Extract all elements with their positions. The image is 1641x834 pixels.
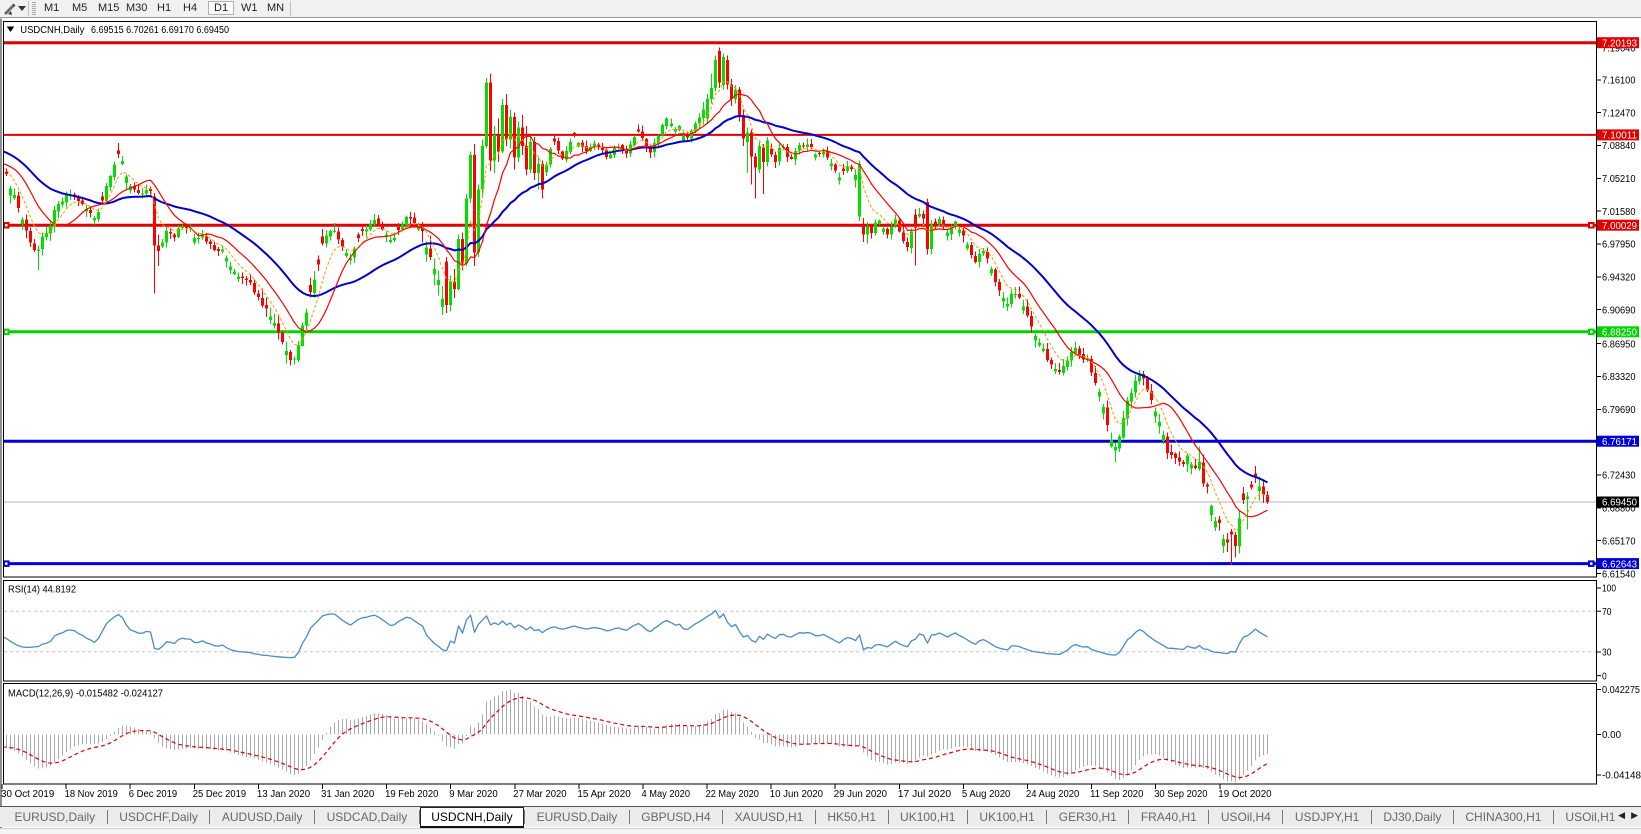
svg-text:6.72430: 6.72430 [1602, 471, 1636, 482]
svg-text:13 Jan 2020: 13 Jan 2020 [257, 789, 311, 800]
svg-text:19 Feb 2020: 19 Feb 2020 [385, 789, 439, 800]
svg-text:7.12470: 7.12470 [1602, 108, 1636, 119]
svg-text:7.01580: 7.01580 [1602, 207, 1636, 218]
svg-text:6.69450: 6.69450 [1602, 498, 1637, 509]
svg-text:6.68800: 6.68800 [1602, 504, 1636, 515]
svg-text:70: 70 [1602, 607, 1612, 618]
svg-text:7.05210: 7.05210 [1602, 174, 1636, 185]
svg-text:6.86950: 6.86950 [1602, 339, 1636, 350]
svg-text:18 Nov 2019: 18 Nov 2019 [65, 789, 119, 800]
svg-text:30 Oct 2019: 30 Oct 2019 [1, 789, 55, 800]
svg-text:22 May 2020: 22 May 2020 [706, 789, 760, 800]
svg-text:31 Jan 2020: 31 Jan 2020 [321, 789, 375, 800]
svg-text:4 May 2020: 4 May 2020 [642, 789, 691, 800]
svg-text:6.69515 6.70261 6.69170 6.6945: 6.69515 6.70261 6.69170 6.69450 [91, 25, 229, 36]
svg-text:100: 100 [1602, 584, 1616, 595]
svg-text:30: 30 [1602, 648, 1612, 659]
svg-text:10 Jun 2020: 10 Jun 2020 [770, 789, 824, 800]
svg-text:19 Oct 2020: 19 Oct 2020 [1218, 789, 1272, 800]
svg-text:7.00029: 7.00029 [1602, 221, 1637, 232]
svg-text:30 Sep 2020: 30 Sep 2020 [1154, 789, 1208, 800]
svg-text:25 Dec 2019: 25 Dec 2019 [193, 789, 247, 800]
svg-text:-0.04148: -0.04148 [1602, 771, 1641, 782]
svg-text:0.00: 0.00 [1602, 730, 1621, 741]
svg-text:15 Apr 2020: 15 Apr 2020 [577, 789, 631, 800]
svg-text:6.83320: 6.83320 [1602, 372, 1636, 383]
svg-text:6.94320: 6.94320 [1602, 273, 1636, 284]
svg-text:6.90690: 6.90690 [1602, 305, 1636, 316]
svg-text:6.62643: 6.62643 [1602, 559, 1637, 570]
svg-text:6 Dec 2019: 6 Dec 2019 [129, 789, 178, 800]
svg-text:27 Mar 2020: 27 Mar 2020 [513, 789, 567, 800]
svg-text:RSI(14) 44.8192: RSI(14) 44.8192 [8, 585, 76, 596]
svg-text:6.61540: 6.61540 [1602, 569, 1636, 580]
svg-text:7.20193: 7.20193 [1602, 38, 1637, 49]
svg-text:17 Jul 2020: 17 Jul 2020 [898, 789, 952, 800]
svg-text:7.19640: 7.19640 [1602, 43, 1636, 54]
svg-text:MACD(12,26,9) -0.015482 -0.024: MACD(12,26,9) -0.015482 -0.024127 [8, 689, 163, 700]
svg-text:USDCNH,Daily: USDCNH,Daily [20, 25, 84, 36]
svg-text:6.97950: 6.97950 [1602, 240, 1636, 251]
svg-text:29 Jun 2020: 29 Jun 2020 [834, 789, 888, 800]
svg-text:0: 0 [1602, 671, 1607, 682]
svg-text:9 Mar 2020: 9 Mar 2020 [449, 789, 498, 800]
svg-text:6.79690: 6.79690 [1602, 405, 1636, 416]
svg-text:7.16100: 7.16100 [1602, 76, 1636, 87]
svg-text:0.042275: 0.042275 [1602, 685, 1640, 696]
svg-text:11 Sep 2020: 11 Sep 2020 [1090, 789, 1144, 800]
svg-text:7.08840: 7.08840 [1602, 141, 1636, 152]
svg-text:5 Aug 2020: 5 Aug 2020 [962, 789, 1011, 800]
svg-text:6.88250: 6.88250 [1602, 328, 1637, 339]
svg-text:7.10011: 7.10011 [1602, 131, 1637, 142]
svg-text:6.65170: 6.65170 [1602, 536, 1636, 547]
svg-text:24 Aug 2020: 24 Aug 2020 [1026, 789, 1080, 800]
svg-text:6.76171: 6.76171 [1602, 437, 1637, 448]
